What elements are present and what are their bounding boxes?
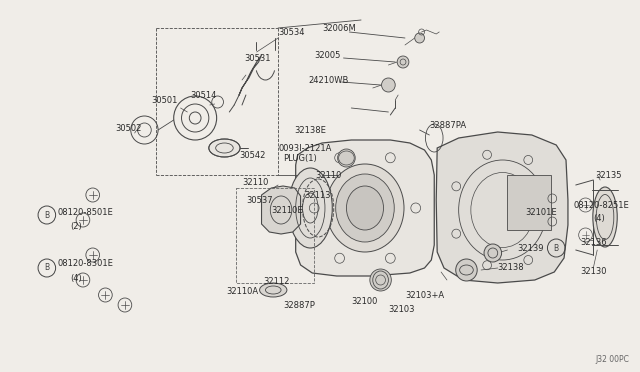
Text: 08120-8301E: 08120-8301E [58, 260, 113, 269]
Text: 24210WB: 24210WB [308, 76, 349, 84]
Text: 32110A: 32110A [226, 288, 258, 296]
Text: 30531: 30531 [244, 54, 271, 62]
Text: 32130: 32130 [580, 267, 607, 276]
Text: (2): (2) [70, 221, 82, 231]
Polygon shape [296, 140, 435, 276]
Text: 30542: 30542 [239, 151, 266, 160]
Circle shape [370, 269, 391, 291]
Text: 32005: 32005 [314, 51, 340, 60]
Circle shape [456, 259, 477, 281]
Circle shape [381, 78, 396, 92]
Text: 30501: 30501 [151, 96, 178, 105]
Text: 30514: 30514 [190, 90, 217, 99]
Ellipse shape [593, 187, 617, 247]
Text: 32887PA: 32887PA [429, 121, 467, 129]
Ellipse shape [326, 164, 404, 252]
Text: 32135: 32135 [595, 170, 622, 180]
Text: 30537: 30537 [246, 196, 273, 205]
Text: B: B [554, 244, 559, 253]
Text: 32138: 32138 [498, 263, 524, 273]
Text: 30502: 30502 [115, 124, 141, 132]
Circle shape [415, 33, 424, 43]
Text: (4): (4) [70, 273, 82, 282]
Circle shape [484, 244, 502, 262]
Bar [508, 175, 552, 230]
Text: 32103: 32103 [388, 305, 415, 314]
Text: 08120-8501E: 08120-8501E [58, 208, 113, 217]
Text: B: B [44, 211, 49, 219]
Text: 32006M: 32006M [322, 23, 356, 32]
Text: 30534: 30534 [278, 28, 305, 36]
Circle shape [397, 56, 409, 68]
Text: 32101E: 32101E [525, 208, 557, 217]
Polygon shape [262, 186, 301, 234]
Text: 08120-8251E: 08120-8251E [574, 201, 630, 209]
Polygon shape [436, 132, 568, 283]
Text: 32110: 32110 [242, 177, 268, 186]
Text: 32100: 32100 [351, 298, 378, 307]
Text: 32887P: 32887P [283, 301, 315, 310]
Circle shape [338, 149, 355, 167]
Text: 32112: 32112 [264, 278, 290, 286]
Ellipse shape [336, 174, 394, 242]
Text: 32139: 32139 [517, 244, 544, 253]
Bar [236, 188, 314, 283]
Ellipse shape [209, 139, 240, 157]
Text: 32110: 32110 [316, 170, 342, 180]
Text: J32 00PC: J32 00PC [595, 356, 629, 365]
Text: 32103+A: 32103+A [405, 291, 444, 299]
Text: B: B [44, 263, 49, 273]
Text: (4): (4) [593, 214, 605, 222]
Text: 0093I-2121A: 0093I-2121A [278, 144, 332, 153]
Ellipse shape [260, 283, 287, 297]
Text: 32136: 32136 [580, 237, 607, 247]
Text: 32138E: 32138E [294, 125, 326, 135]
Ellipse shape [289, 168, 332, 248]
Ellipse shape [346, 186, 383, 230]
Text: PLUG(1): PLUG(1) [283, 154, 317, 163]
Text: 32113: 32113 [305, 190, 331, 199]
Text: 32110E: 32110E [271, 205, 303, 215]
